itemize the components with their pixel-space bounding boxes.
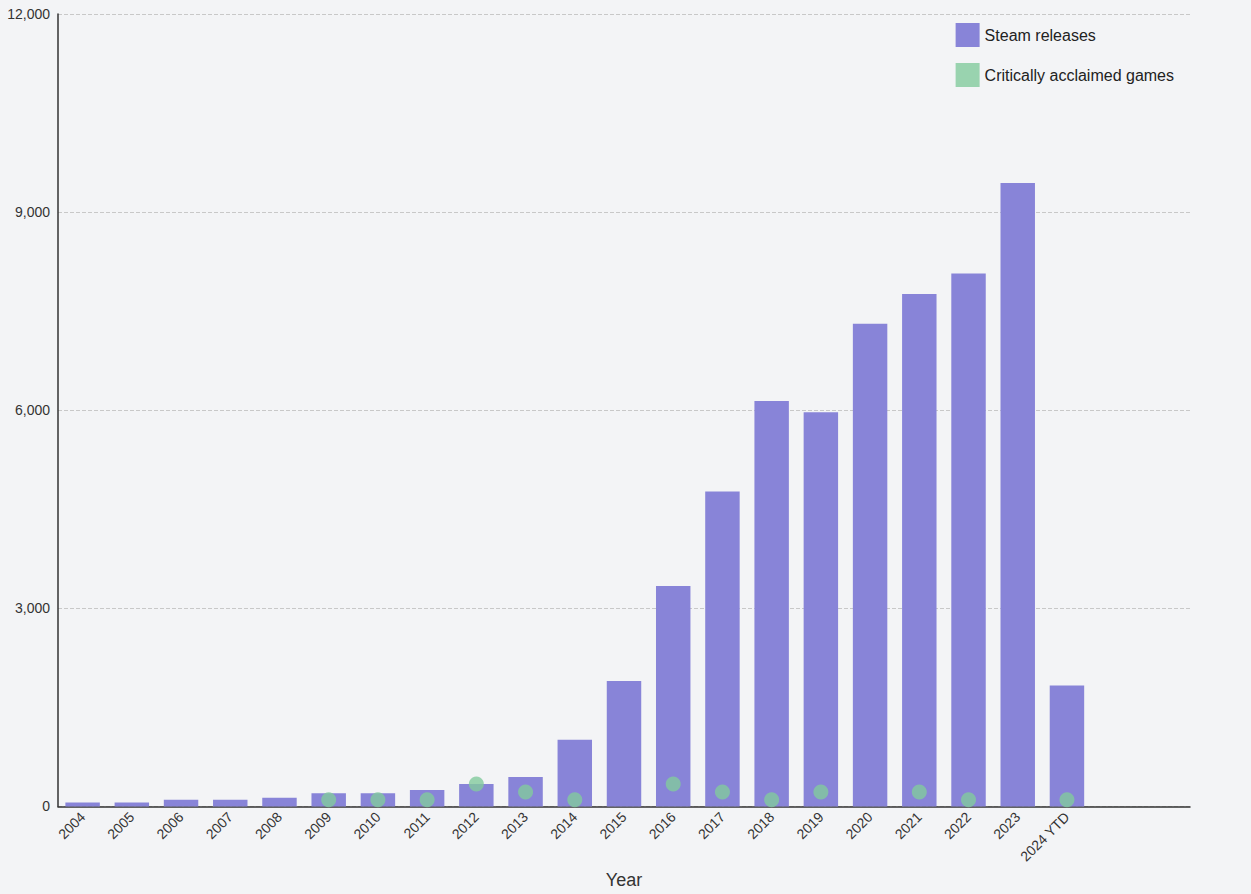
- svg-text:2019: 2019: [793, 809, 826, 842]
- svg-text:2005: 2005: [104, 809, 137, 842]
- svg-text:2006: 2006: [153, 809, 186, 842]
- svg-text:2022: 2022: [941, 809, 974, 842]
- svg-text:Critically acclaimed games: Critically acclaimed games: [985, 67, 1174, 84]
- svg-text:9,000: 9,000: [15, 204, 50, 220]
- svg-text:2014: 2014: [547, 809, 580, 842]
- svg-text:2020: 2020: [842, 809, 875, 842]
- svg-text:Steam releases: Steam releases: [985, 27, 1096, 44]
- svg-text:2018: 2018: [744, 809, 777, 842]
- svg-text:2004: 2004: [55, 809, 88, 842]
- svg-text:2013: 2013: [498, 809, 531, 842]
- svg-text:2009: 2009: [301, 809, 334, 842]
- svg-text:2015: 2015: [596, 809, 629, 842]
- svg-text:2016: 2016: [646, 809, 679, 842]
- svg-text:2010: 2010: [350, 809, 383, 842]
- svg-text:2011: 2011: [400, 809, 433, 842]
- svg-text:2012: 2012: [449, 809, 482, 842]
- svg-text:12,000: 12,000: [7, 6, 50, 22]
- svg-text:2007: 2007: [203, 809, 236, 842]
- svg-text:2017: 2017: [695, 809, 728, 842]
- svg-text:3,000: 3,000: [15, 600, 50, 616]
- svg-text:2008: 2008: [252, 809, 285, 842]
- svg-text:6,000: 6,000: [15, 402, 50, 418]
- svg-text:2023: 2023: [990, 809, 1023, 842]
- svg-text:2024 YTD: 2024 YTD: [1017, 809, 1073, 865]
- svg-text:0: 0: [42, 798, 50, 814]
- svg-text:Year: Year: [606, 870, 642, 890]
- svg-text:2021: 2021: [892, 809, 925, 842]
